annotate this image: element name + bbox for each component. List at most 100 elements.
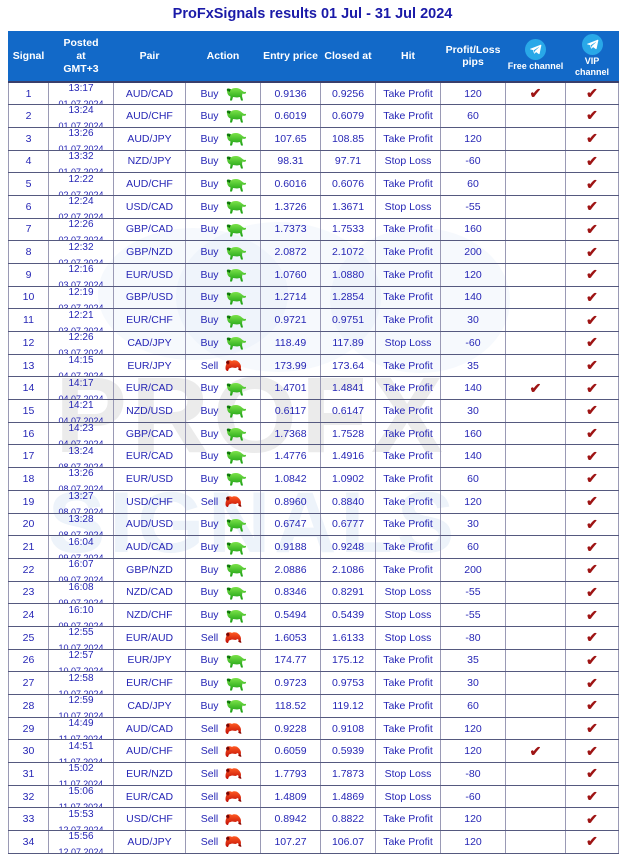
- cell-entry-price: 107.65: [260, 126, 321, 151]
- action-label: Buy: [200, 541, 219, 554]
- cell-pair: GBP/CAD: [113, 217, 186, 242]
- table-row: 23 16:08 09.07.2024 NZD/CAD Buy 0.8346 0.8291 S…: [8, 580, 619, 605]
- cell-pair: EUR/JPY: [113, 353, 186, 378]
- posted-date: 10.07.2024: [58, 643, 104, 650]
- cell-action: Buy: [185, 240, 261, 264]
- cell-vip-channel: ✔: [565, 285, 619, 310]
- cell-pair: AUD/CHF: [113, 172, 186, 196]
- cell-action: Buy: [185, 399, 261, 423]
- cell-signal-number: 3: [8, 126, 49, 151]
- bull-icon: [226, 700, 246, 713]
- posted-time: 15:06: [68, 786, 94, 798]
- check-icon: ✔: [586, 515, 598, 532]
- column-header-vip-channel[interactable]: VIP channel: [565, 30, 619, 83]
- cell-free-channel: [505, 444, 566, 469]
- cell-posted-at: 13:28 08.07.2024: [48, 512, 114, 537]
- column-header-free-channel[interactable]: Free channel: [505, 30, 566, 83]
- cell-action: Buy: [185, 557, 261, 582]
- cell-action: Sell: [185, 784, 261, 809]
- cell-hit: Take Profit: [375, 489, 441, 514]
- cell-pair: GBP/NZD: [113, 557, 186, 582]
- check-icon: ✔: [586, 697, 598, 714]
- bear-icon: [225, 723, 242, 735]
- cell-pair: AUD/JPY: [113, 126, 186, 151]
- cell-action: Buy: [185, 331, 261, 355]
- check-icon: ✔: [586, 561, 598, 578]
- cell-closed-at: 2.1086: [320, 557, 376, 582]
- bear-icon: [225, 791, 242, 803]
- cell-hit: Stop Loss: [375, 149, 441, 174]
- check-icon: ✔: [529, 742, 542, 759]
- table-row: 32 15:06 11.07.2024 EUR/CAD Sell 1.4809 1.4869…: [8, 784, 619, 809]
- cell-signal-number: 31: [8, 762, 49, 786]
- cell-pair: NZD/CAD: [113, 580, 186, 605]
- cell-profit-loss-pips: -60: [440, 149, 506, 174]
- check-icon: ✔: [586, 833, 598, 850]
- cell-posted-at: 12:21 03.07.2024: [48, 308, 114, 332]
- cell-vip-channel: ✔: [565, 399, 619, 423]
- posted-date: 03.07.2024: [58, 325, 104, 332]
- cell-posted-at: 13:24 01.07.2024: [48, 104, 114, 128]
- check-icon: ✔: [586, 583, 598, 600]
- telegram-icon: [525, 39, 546, 61]
- cell-profit-loss-pips: 60: [440, 467, 506, 491]
- posted-time: 12:22: [68, 173, 94, 185]
- check-icon: ✔: [586, 742, 598, 759]
- cell-action: Buy: [185, 648, 261, 673]
- cell-hit: Take Profit: [375, 694, 441, 718]
- cell-hit: Take Profit: [375, 444, 441, 469]
- posted-date: 08.07.2024: [58, 461, 104, 468]
- cell-vip-channel: ✔: [565, 807, 619, 832]
- bear-icon: [225, 836, 242, 848]
- cell-signal-number: 9: [8, 262, 49, 287]
- cell-free-channel: [505, 421, 566, 446]
- cell-entry-price: 1.4701: [260, 376, 321, 401]
- cell-vip-channel: ✔: [565, 694, 619, 718]
- check-icon: ✔: [529, 85, 542, 102]
- cell-posted-at: 15:02 11.07.2024: [48, 762, 114, 786]
- cell-hit: Take Profit: [375, 285, 441, 310]
- telegram-icon: [581, 34, 603, 55]
- cell-profit-loss-pips: 60: [440, 535, 506, 559]
- cell-profit-loss-pips: -80: [440, 625, 506, 650]
- bull-icon: [226, 314, 246, 328]
- table-row: 6 12:24 02.07.2024 USD/CAD Buy 1.3726 1.3671 St…: [8, 194, 619, 219]
- cell-free-channel: [505, 399, 566, 423]
- cell-vip-channel: ✔: [565, 149, 619, 174]
- posted-time: 12:26: [68, 218, 94, 230]
- cell-action: Buy: [185, 444, 261, 469]
- cell-entry-price: 2.0872: [260, 240, 321, 264]
- table-row: 19 13:27 08.07.2024 USD/CHF Sell 0.8960 0.8840…: [8, 489, 619, 514]
- vip-channel-label: VIP channel: [574, 56, 609, 77]
- table-row: 26 12:57 10.07.2024 EUR/JPY Buy 174.77 175.12 T…: [8, 648, 619, 673]
- cell-signal-number: 32: [8, 784, 49, 809]
- posted-date: 04.07.2024: [58, 416, 104, 423]
- cell-posted-at: 14:15 04.07.2024: [48, 353, 114, 378]
- cell-free-channel: [505, 694, 566, 718]
- free-channel-label: Free channel: [507, 61, 564, 72]
- cell-pair: EUR/USD: [113, 262, 186, 287]
- action-label: Buy: [200, 427, 219, 440]
- bear-icon: [225, 745, 242, 757]
- posted-line3: GMT+3: [63, 62, 99, 75]
- cell-free-channel: [505, 331, 566, 355]
- action-label: Sell: [200, 767, 219, 780]
- cell-profit-loss-pips: 120: [440, 739, 506, 764]
- cell-entry-price: 0.8346: [260, 580, 321, 605]
- posted-date: 11.07.2024: [58, 756, 104, 763]
- check-icon: ✔: [586, 198, 598, 215]
- cell-free-channel: [505, 240, 566, 264]
- action-label: Buy: [200, 109, 219, 122]
- action-label: Buy: [200, 404, 219, 417]
- cell-action: Buy: [185, 671, 261, 695]
- posted-line2: at: [76, 50, 86, 63]
- cell-closed-at: 1.2854: [320, 285, 376, 310]
- cell-action: Buy: [185, 285, 261, 310]
- posted-time: 12:55: [68, 627, 94, 639]
- cell-posted-at: 12:26 02.07.2024: [48, 217, 114, 242]
- cell-posted-at: 13:24 08.07.2024: [48, 444, 114, 469]
- cell-pair: AUD/JPY: [113, 830, 186, 854]
- action-label: Buy: [200, 609, 219, 622]
- cell-signal-number: 13: [8, 353, 49, 378]
- cell-pair: EUR/CHF: [113, 671, 186, 695]
